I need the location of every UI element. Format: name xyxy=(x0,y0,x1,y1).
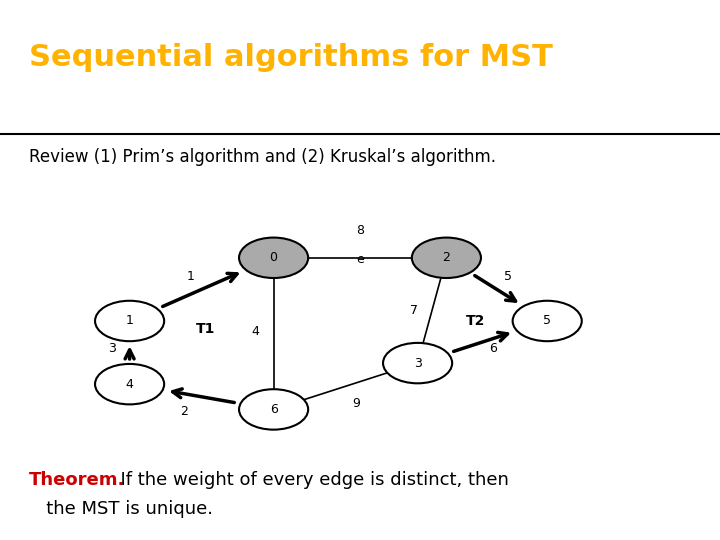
Circle shape xyxy=(95,364,164,404)
Text: 0: 0 xyxy=(269,251,278,264)
Text: 5: 5 xyxy=(543,314,552,327)
Text: 7: 7 xyxy=(410,304,418,317)
Circle shape xyxy=(239,238,308,278)
Text: Review (1) Prim’s algorithm and (2) Kruskal’s algorithm.: Review (1) Prim’s algorithm and (2) Krus… xyxy=(29,148,496,166)
Text: 2: 2 xyxy=(180,405,187,418)
Text: 2: 2 xyxy=(443,251,450,264)
Circle shape xyxy=(412,238,481,278)
Text: e: e xyxy=(356,253,364,266)
Text: If the weight of every edge is distinct, then: If the weight of every edge is distinct,… xyxy=(109,470,509,489)
Text: the MST is unique.: the MST is unique. xyxy=(29,500,213,518)
Circle shape xyxy=(383,343,452,383)
Text: Sequential algorithms for MST: Sequential algorithms for MST xyxy=(29,43,553,71)
Text: T1: T1 xyxy=(196,322,215,336)
Circle shape xyxy=(95,301,164,341)
Text: 9: 9 xyxy=(353,396,360,410)
Text: 3: 3 xyxy=(414,356,421,369)
Circle shape xyxy=(239,389,308,430)
Text: T2: T2 xyxy=(466,314,485,328)
Text: 6: 6 xyxy=(490,342,497,355)
Text: 1: 1 xyxy=(126,314,133,327)
Text: 5: 5 xyxy=(503,270,512,284)
Text: 4: 4 xyxy=(252,325,259,338)
Text: 6: 6 xyxy=(270,403,277,416)
Text: 3: 3 xyxy=(108,342,115,355)
Circle shape xyxy=(513,301,582,341)
Text: 1: 1 xyxy=(187,270,194,284)
Text: 4: 4 xyxy=(126,377,133,390)
Text: 8: 8 xyxy=(356,224,364,237)
Text: Theorem.: Theorem. xyxy=(29,470,125,489)
